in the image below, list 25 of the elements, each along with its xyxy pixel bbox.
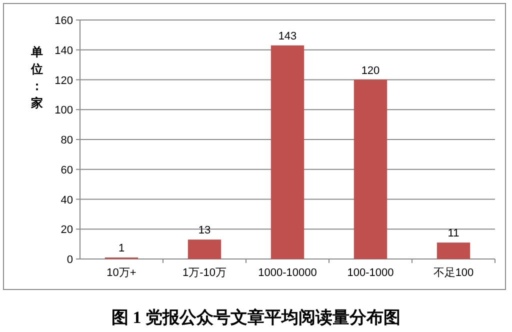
x-tick-label: 100-1000 [347,267,394,279]
bar [436,242,470,259]
y-tick-label: 100 [54,104,73,117]
text: 图 1 党报公众号文章平均阅读量分布图 [112,308,400,327]
y-axis-title: 单位：家 [30,45,43,110]
y-tick-label: 60 [60,164,73,176]
y-tick-label: 0 [66,254,73,266]
data-label: 143 [278,30,297,42]
data-label: 1 [118,242,125,255]
data-label: 11 [448,228,460,240]
y-tick-label: 20 [60,224,73,236]
x-tick-label: 1万-10万 [182,267,227,279]
y-tick-label: 140 [54,44,73,57]
x-tick-label: 10万+ [106,267,136,279]
x-tick-label: 1000-10000 [258,267,317,279]
bar [354,80,388,259]
y-tick-label: 160 [54,15,73,27]
bar [270,45,304,259]
y-tick-label: 80 [60,134,73,146]
data-label: 13 [198,224,211,237]
data-label: 120 [361,64,380,77]
y-tick-label: 120 [54,74,73,87]
bar [188,240,222,259]
x-tick-label: 不足100 [433,267,474,279]
y-tick-label: 40 [60,194,73,206]
